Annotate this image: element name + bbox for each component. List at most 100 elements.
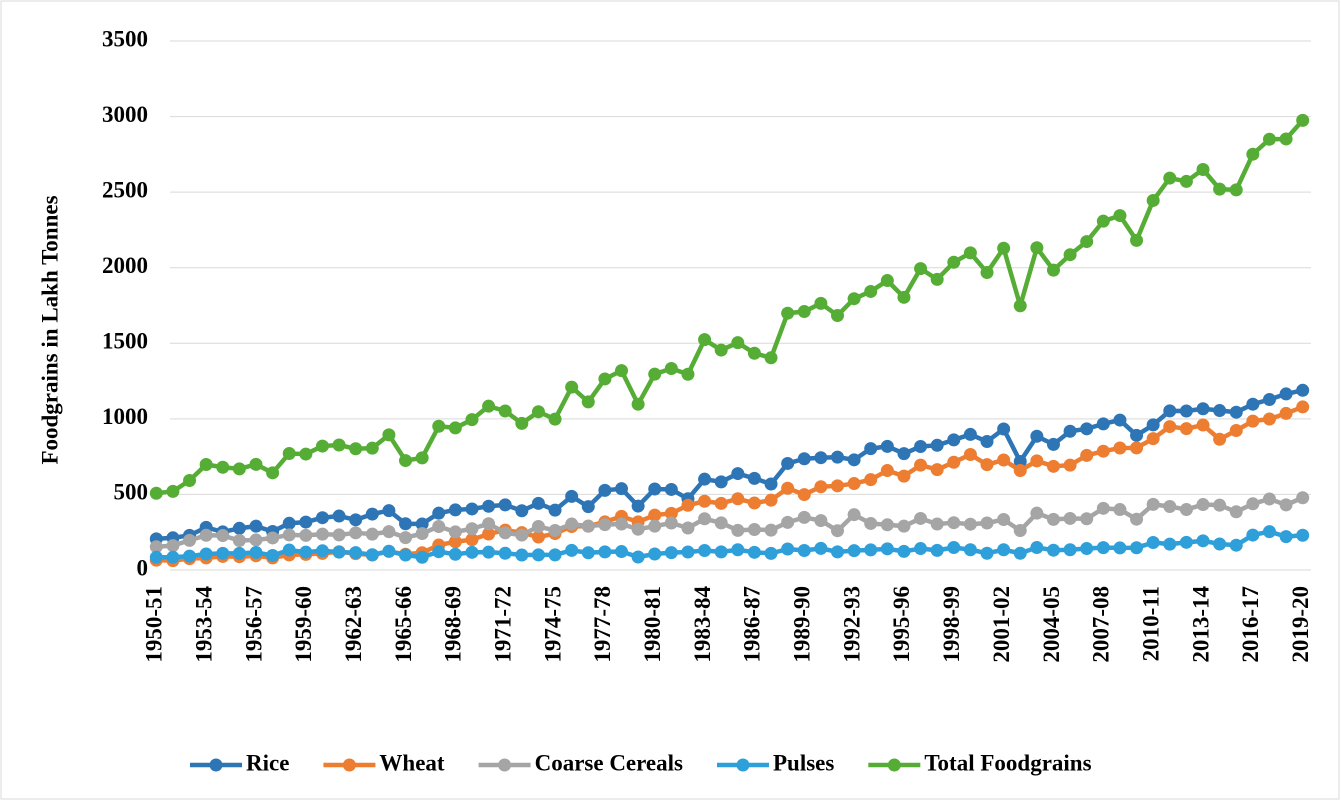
data-point <box>515 416 529 430</box>
data-point <box>764 351 778 365</box>
legend-label: Total Foodgrains <box>924 750 1091 775</box>
data-point <box>615 482 629 496</box>
x-tick-label: 2004-05 <box>1039 586 1064 663</box>
data-point <box>664 546 678 560</box>
data-point <box>698 333 712 347</box>
data-point <box>365 507 379 521</box>
data-point <box>498 526 512 540</box>
data-point <box>598 545 612 559</box>
data-point <box>432 545 446 559</box>
data-point <box>681 498 695 512</box>
data-point <box>1279 530 1293 544</box>
x-tick-label: 1962-63 <box>341 586 366 663</box>
data-point <box>448 421 462 435</box>
data-point <box>980 435 994 449</box>
data-point <box>631 550 645 564</box>
data-point <box>1246 528 1260 542</box>
data-point <box>781 515 795 529</box>
data-point <box>548 503 562 517</box>
x-tick-label: 1983-84 <box>690 586 715 663</box>
data-point <box>914 542 928 556</box>
data-point <box>1013 524 1027 538</box>
data-point <box>797 510 811 524</box>
data-point <box>1080 512 1094 526</box>
data-point <box>465 502 479 516</box>
data-point <box>1130 541 1144 555</box>
data-point <box>1030 506 1044 520</box>
data-point <box>1146 432 1160 446</box>
data-point <box>880 542 894 556</box>
data-point <box>1163 500 1177 514</box>
data-point <box>399 531 413 545</box>
data-point <box>1196 534 1210 548</box>
data-point <box>830 524 844 538</box>
x-tick-label: 1965-66 <box>391 586 416 663</box>
x-tick-label: 1974-75 <box>540 586 565 663</box>
data-point <box>199 458 213 472</box>
data-point <box>731 336 745 350</box>
data-point <box>930 463 944 477</box>
data-point <box>615 364 629 378</box>
data-point <box>1196 162 1210 176</box>
legend-marker <box>887 758 901 772</box>
data-point <box>1229 505 1243 519</box>
data-point <box>1262 525 1276 539</box>
data-point <box>830 308 844 322</box>
data-point <box>1179 174 1193 188</box>
data-point <box>664 482 678 496</box>
data-point <box>315 527 329 541</box>
x-tick-label: 2010-11 <box>1138 586 1163 661</box>
data-point <box>598 483 612 497</box>
x-tick-label: 1980-81 <box>640 586 665 663</box>
x-tick-label: 1971-72 <box>490 586 515 663</box>
data-point <box>149 540 163 554</box>
x-tick-label: 1959-60 <box>291 586 316 663</box>
data-point <box>315 511 329 525</box>
data-point <box>432 419 446 433</box>
data-point <box>1262 412 1276 426</box>
data-point <box>315 439 329 453</box>
data-point <box>382 504 396 518</box>
data-point <box>897 544 911 558</box>
y-axis-title: Foodgrains in Lakh Tonnes <box>37 195 62 464</box>
data-point <box>930 543 944 557</box>
data-point <box>1296 383 1310 397</box>
data-point <box>714 516 728 530</box>
y-tick-label: 2000 <box>102 253 148 278</box>
x-tick-label: 1953-54 <box>191 586 216 663</box>
data-point <box>232 546 246 560</box>
data-point <box>1113 503 1127 517</box>
data-point <box>648 367 662 381</box>
data-point <box>814 480 828 494</box>
data-point <box>880 439 894 453</box>
data-point <box>781 456 795 470</box>
data-point <box>864 543 878 557</box>
data-point <box>1146 418 1160 432</box>
data-point <box>1163 537 1177 551</box>
data-point <box>232 534 246 548</box>
data-point <box>548 524 562 538</box>
data-point <box>498 498 512 512</box>
data-point <box>216 460 230 474</box>
data-point <box>814 296 828 310</box>
x-tick-label: 2016-17 <box>1238 586 1263 663</box>
data-point <box>1013 464 1027 478</box>
data-point <box>1213 182 1227 196</box>
data-point <box>199 547 213 561</box>
data-point <box>1246 497 1260 511</box>
data-point <box>681 521 695 535</box>
data-point <box>648 482 662 496</box>
data-point <box>332 438 346 452</box>
data-point <box>664 516 678 530</box>
data-point <box>581 395 595 409</box>
data-point <box>997 453 1011 467</box>
data-point <box>1013 546 1027 560</box>
data-point <box>548 412 562 426</box>
data-point <box>1080 422 1094 436</box>
legend-label: Wheat <box>379 750 445 775</box>
data-point <box>1246 414 1260 428</box>
data-point <box>1030 241 1044 255</box>
data-point <box>415 527 429 541</box>
data-point <box>1046 263 1060 277</box>
